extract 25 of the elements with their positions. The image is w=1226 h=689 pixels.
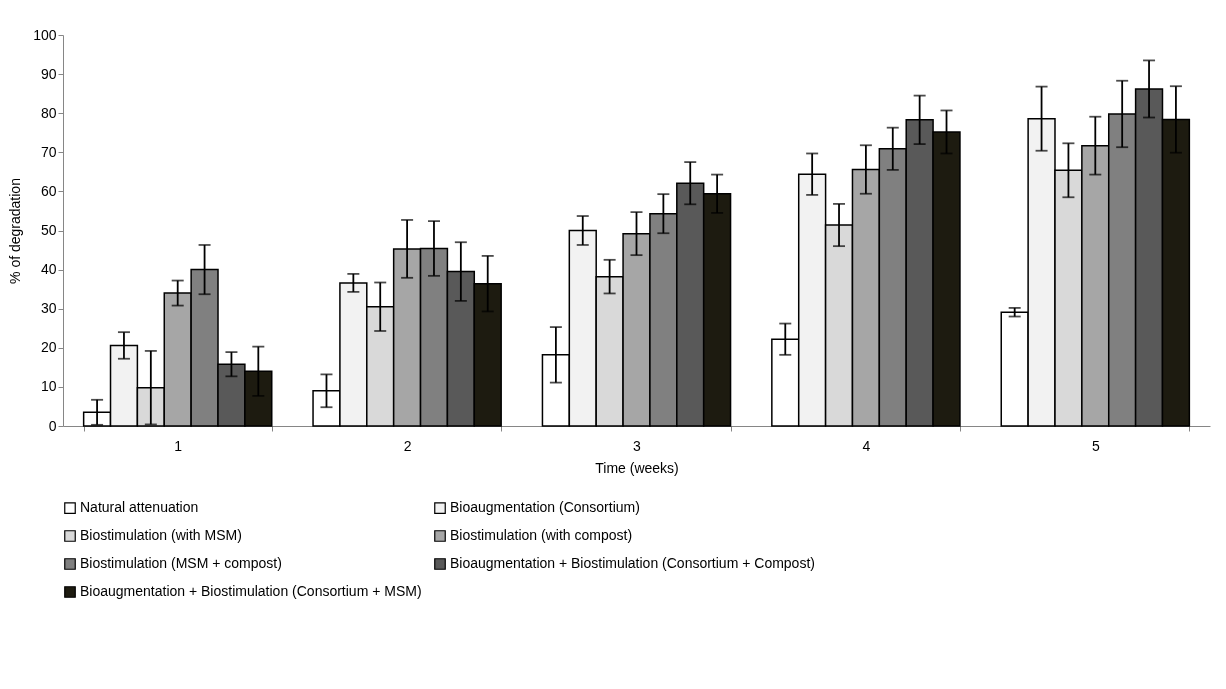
y-tick-label: 10 (40, 378, 57, 395)
x-tick-label: 1 (174, 437, 183, 454)
legend-label: Biostimulation (with compost) (450, 527, 633, 543)
legend-label: Biostimulation (with MSM) (80, 527, 242, 543)
legend-label: Bioaugmentation + Biostimulation (Consortium + Compost) (450, 555, 815, 571)
y-tick-label: 0 (48, 417, 57, 434)
y-tick-label: 50 (40, 222, 57, 238)
y-axis-title: % of degradation (7, 178, 24, 284)
y-tick-label: 70 (40, 143, 57, 160)
y-tick-label: 20 (40, 339, 57, 356)
y-tick-label: 90 (40, 65, 57, 82)
x-tick-label: 5 (1091, 437, 1100, 454)
x-axis-title: Time (weeks) (595, 459, 679, 476)
y-tick-label: 30 (40, 300, 57, 317)
legend-label: Biostimulation (MSM + compost) (80, 555, 282, 571)
y-tick-label: 60 (40, 182, 57, 199)
legend-label: Bioaugmentation (Consortium) (450, 499, 640, 516)
legend-label: Natural attenuation (80, 499, 199, 516)
y-tick-label: 40 (40, 261, 57, 278)
y-tick-label: 80 (40, 104, 57, 121)
legend-label: Bioaugmentation + Biostimulation (Consortium + MSM) (80, 583, 422, 599)
y-tick-label: 100 (33, 26, 57, 43)
x-tick-label: 2 (403, 437, 412, 454)
x-tick-label: 3 (633, 437, 642, 454)
x-tick-label: 4 (862, 437, 871, 454)
